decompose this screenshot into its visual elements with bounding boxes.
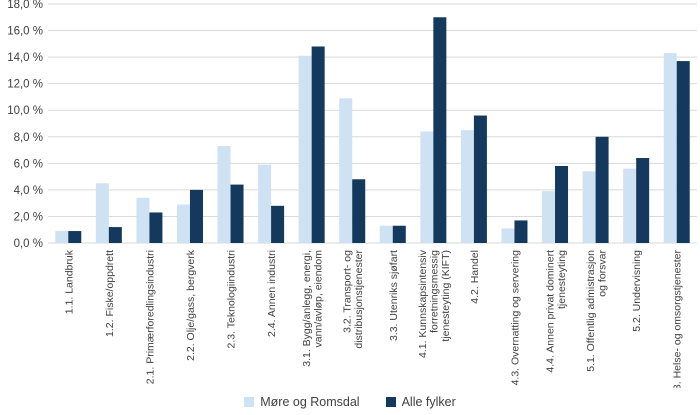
bar-more-romsdal (217, 146, 231, 243)
bar-chart: 0,0 % 2,0 % 4,0 % 6,0 % 8,0 % 10,0 % 12,0 % 14,… (7, 0, 697, 388)
bar-more-romsdal (176, 204, 190, 243)
chart-legend: Møre og Romsdal Alle fylker (0, 388, 700, 415)
legend-item-more-romsdal: Møre og Romsdal (244, 394, 360, 409)
x-category-label: 1.2. Fiske/oppdrett (104, 250, 116, 337)
y-tick-label: 12,0 % (7, 79, 43, 91)
legend-swatch-more-romsdal-icon (244, 396, 255, 407)
bar-alle-fylker (636, 158, 650, 243)
x-category-label: 2.1. Primærforedlingsindustri (144, 250, 156, 384)
x-category-label: 5.2. Undervisning (631, 250, 643, 332)
bar-alle-fylker (555, 165, 569, 243)
bar-more-romsdal (136, 197, 150, 243)
y-tick-label: 0,0 % (14, 238, 43, 250)
y-tick-label: 10,0 % (7, 105, 43, 117)
bar-more-romsdal (623, 168, 637, 243)
x-category-label: 1.1. Landbruk (63, 249, 75, 314)
bar-more-romsdal (339, 98, 353, 244)
x-category-label: og forsvar (596, 249, 608, 296)
bar-more-romsdal (663, 53, 677, 243)
bar-alle-fylker (311, 46, 325, 243)
x-category-label: tjenesteyting (556, 250, 568, 309)
bar-alle-fylker (433, 17, 447, 244)
bar-more-romsdal (95, 183, 109, 243)
bar-more-romsdal (258, 164, 272, 243)
x-category-label: 4.3. Overnatting og servering (509, 250, 521, 386)
bar-alle-fylker (149, 212, 163, 243)
x-category-label: 3.1. Bygg/anlegg, energi, (301, 250, 313, 367)
x-category-label: 4.1. Kunnskapsintensiv (417, 249, 429, 358)
bar-alle-fylker (108, 227, 122, 243)
x-category-label: tjenesteyting (KIFT) (440, 250, 452, 342)
x-category-label: 2.2. Olje/gass, bergverk (185, 249, 197, 361)
x-category-label: distribusjonstjenester (353, 250, 365, 349)
y-tick-label: 6,0 % (14, 158, 43, 170)
legend-swatch-alle-fylker-icon (385, 396, 396, 407)
bar-alle-fylker (271, 205, 285, 243)
bar-alle-fylker (68, 231, 82, 243)
bar-alle-fylker (473, 115, 487, 243)
x-category-label: 5.3. Helse- og omsorgstjenester (672, 250, 684, 388)
bar-more-romsdal (460, 130, 474, 243)
x-category-label: 3.2. Transport- og (341, 250, 353, 333)
x-category-label: 4.4. Annen privat dominert (544, 250, 556, 373)
legend-label-alle-fylker: Alle fylker (401, 394, 456, 409)
bar-alle-fylker (676, 61, 690, 244)
bar-alle-fylker (514, 220, 528, 243)
bar-alle-fylker (189, 189, 203, 243)
legend-item-alle-fylker: Alle fylker (385, 394, 456, 409)
y-tick-label: 8,0 % (14, 132, 43, 144)
y-tick-label: 16,0 % (7, 26, 43, 38)
legend-label-more-romsdal: Møre og Romsdal (260, 394, 360, 409)
bar-more-romsdal (582, 171, 596, 243)
bar-alle-fylker (595, 136, 609, 243)
x-category-label: forretningsmessig (428, 250, 440, 333)
bar-alle-fylker (392, 225, 406, 243)
x-category-label: vann/avløp, eiendom (312, 250, 324, 348)
bar-alle-fylker (230, 184, 244, 243)
x-category-label: 4.2. Handel (469, 250, 481, 304)
x-category-label: 2.4. Annen industri (266, 250, 278, 337)
y-tick-label: 18,0 % (7, 0, 43, 11)
bar-more-romsdal (542, 191, 556, 243)
bar-more-romsdal (420, 131, 434, 243)
bar-more-romsdal (298, 55, 312, 243)
x-category-label: 5.1. Offentlig admistrasjon (585, 250, 597, 372)
bar-alle-fylker (352, 179, 366, 243)
bar-more-romsdal (501, 228, 515, 243)
bar-more-romsdal (55, 231, 69, 243)
y-tick-label: 4,0 % (14, 185, 43, 197)
y-tick-label: 14,0 % (7, 52, 43, 64)
y-tick-label: 2,0 % (14, 211, 43, 223)
bar-more-romsdal (379, 225, 393, 243)
x-category-label: 2.3. Teknologiindustri (226, 250, 238, 348)
x-category-label: 3.3. Utenriks sjøfart (388, 250, 400, 341)
